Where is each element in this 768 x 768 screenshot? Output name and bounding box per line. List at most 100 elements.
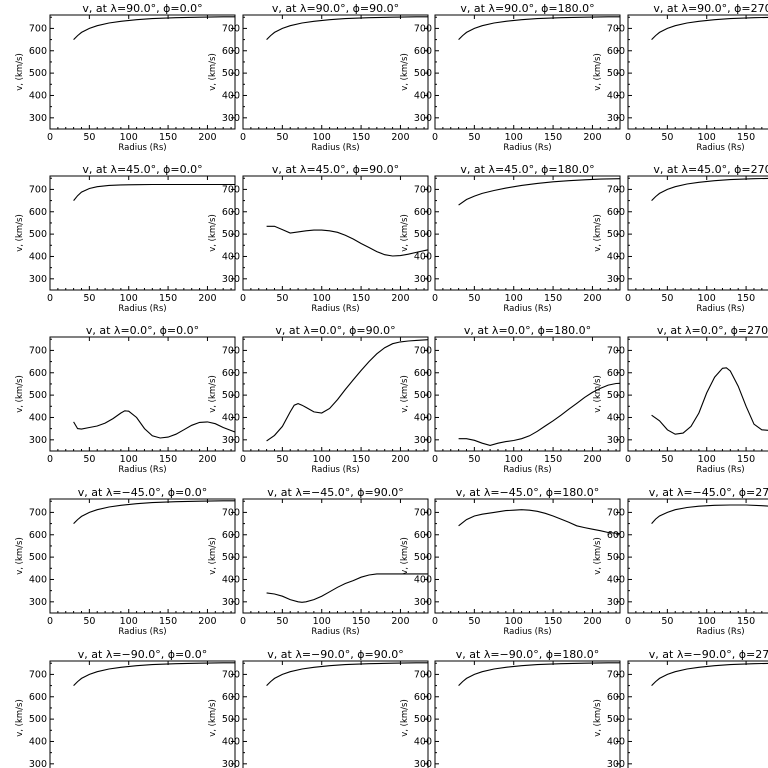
x-tick-label: 100	[120, 293, 138, 304]
y-tick-label: 600	[607, 530, 625, 541]
y-axis-label: v, (km/s)	[593, 699, 603, 737]
y-tick-label: 500	[414, 390, 432, 401]
chart-panel-10: v, at λ=0.0°, ϕ=180.0° 0 50 100 150 200 300 400…	[400, 324, 621, 475]
chart-title: v, at λ=90.0°, ϕ=90.0°	[272, 2, 399, 15]
plot-frame	[49, 14, 236, 130]
x-tick-label: 0	[625, 616, 631, 627]
plot-frame	[242, 175, 429, 291]
series-line	[73, 16, 235, 40]
x-tick-label: 200	[583, 132, 601, 143]
x-tick-label: 0	[47, 132, 53, 143]
x-tick-label: 100	[313, 454, 331, 465]
y-tick-label: 300	[414, 597, 432, 608]
y-tick-label: 700	[414, 184, 432, 195]
chart-panel-13: v, at λ=−45.0°, ϕ=90.0° 0 50 100 150 200 300 40…	[208, 486, 429, 637]
y-tick-label: 300	[29, 113, 47, 124]
x-tick-label: 0	[240, 132, 246, 143]
y-tick-label: 600	[29, 207, 47, 218]
y-tick-label: 300	[29, 435, 47, 446]
x-tick-label: 150	[544, 616, 562, 627]
x-tick-label: 0	[432, 616, 438, 627]
plot-frame	[434, 498, 621, 614]
y-tick-label: 600	[222, 692, 240, 703]
x-tick-label: 50	[83, 454, 95, 465]
chart-panel-7: v, at λ=45.0°, ϕ=270.0°05010015020030040…	[593, 163, 768, 314]
chart-title: v, at λ=−45.0°, ϕ=180.0°	[456, 486, 599, 499]
x-tick-label: 100	[313, 616, 331, 627]
y-tick-label: 500	[607, 68, 625, 79]
plot-frame	[434, 175, 621, 291]
series-line	[266, 16, 428, 40]
x-axis-label: Radius (Rs)	[696, 627, 744, 637]
x-tick-label: 0	[625, 132, 631, 143]
x-tick-label: 100	[698, 616, 716, 627]
y-tick-label: 400	[222, 574, 240, 585]
chart-title: v, at λ=45.0°, ϕ=90.0°	[272, 163, 399, 176]
x-tick-label: 50	[661, 132, 673, 143]
chart-panel-12: v, at λ=−45.0°, ϕ=0.0° 0 50 100 150 200 300 400…	[15, 486, 236, 637]
y-axis-label: v, (km/s)	[400, 375, 410, 413]
y-tick-label: 300	[414, 759, 432, 768]
y-tick-label: 700	[414, 23, 432, 34]
x-tick-label: 150	[352, 293, 370, 304]
y-tick-label: 600	[29, 368, 47, 379]
y-axis-label: v, (km/s)	[593, 375, 603, 413]
x-tick-label: 200	[583, 293, 601, 304]
plot-frame	[627, 336, 768, 452]
x-tick-label: 100	[505, 132, 523, 143]
y-tick-label: 600	[607, 207, 625, 218]
series-line	[73, 410, 236, 439]
y-axis-label: v, (km/s)	[15, 537, 25, 575]
x-tick-label: 0	[240, 293, 246, 304]
x-tick-label: 50	[276, 454, 288, 465]
x-tick-label: 200	[391, 293, 409, 304]
chart-title: v, at λ=−90.0°, ϕ=0.0°	[78, 648, 207, 661]
chart-panel-2: v, at λ=90.0°, ϕ=180.0° 0 50 100 150 200 300 40…	[400, 2, 621, 153]
y-tick-label: 300	[222, 435, 240, 446]
y-tick-label: 600	[607, 692, 625, 703]
y-tick-label: 700	[607, 23, 625, 34]
chart-panel-1: v, at λ=90.0°, ϕ=90.0° 0 50 100 150 200 300 400…	[208, 2, 429, 153]
x-axis-label: Radius (Rs)	[696, 304, 744, 314]
chart-title: v, at λ=−45.0°, ϕ=90.0°	[267, 486, 403, 499]
plot-frame	[434, 336, 621, 452]
x-tick-label: 200	[583, 616, 601, 627]
chart-panel-6: v, at λ=45.0°, ϕ=180.0° 0 50 100 150 200 300 40…	[400, 163, 621, 314]
chart-panel-11: v, at λ=0.0°, ϕ=270.0°050100150200300400…	[593, 324, 768, 475]
y-axis-label: v, (km/s)	[208, 53, 218, 91]
y-axis-label: v, (km/s)	[208, 214, 218, 252]
x-axis-label: Radius (Rs)	[118, 143, 166, 153]
y-tick-label: 300	[222, 759, 240, 768]
x-tick-label: 150	[159, 293, 177, 304]
y-tick-label: 700	[607, 184, 625, 195]
x-tick-label: 150	[544, 132, 562, 143]
y-tick-label: 500	[414, 714, 432, 725]
y-tick-label: 300	[29, 597, 47, 608]
x-tick-label: 50	[83, 293, 95, 304]
chart-title: v, at λ=−90.0°, ϕ=180.0°	[456, 648, 599, 661]
y-tick-label: 500	[607, 552, 625, 563]
y-tick-label: 700	[29, 184, 47, 195]
chart-panel-5: v, at λ=45.0°, ϕ=90.0° 0 50 100 150 200 300 400…	[208, 163, 429, 314]
y-tick-label: 500	[222, 229, 240, 240]
x-tick-label: 200	[391, 454, 409, 465]
chart-panel-19: v, at λ=−90.0°, ϕ=270.0°0501001502003004…	[593, 648, 768, 768]
plot-frame	[627, 498, 768, 614]
y-tick-label: 500	[29, 68, 47, 79]
x-tick-label: 50	[468, 132, 480, 143]
chart-panel-17: v, at λ=−90.0°, ϕ=90.0°05010015020030040…	[208, 648, 429, 768]
chart-title: v, at λ=0.0°, ϕ=90.0°	[275, 324, 395, 337]
y-tick-label: 500	[29, 229, 47, 240]
y-tick-label: 400	[29, 736, 47, 747]
y-tick-label: 300	[222, 113, 240, 124]
y-axis-label: v, (km/s)	[208, 537, 218, 575]
x-tick-label: 50	[276, 132, 288, 143]
y-tick-label: 400	[29, 251, 47, 262]
x-axis-label: Radius (Rs)	[118, 627, 166, 637]
plot-frame	[49, 660, 236, 768]
x-axis-label: Radius (Rs)	[503, 143, 551, 153]
y-tick-label: 600	[29, 46, 47, 57]
y-tick-label: 300	[607, 113, 625, 124]
x-axis-label: Radius (Rs)	[696, 143, 744, 153]
series-line	[458, 382, 621, 446]
